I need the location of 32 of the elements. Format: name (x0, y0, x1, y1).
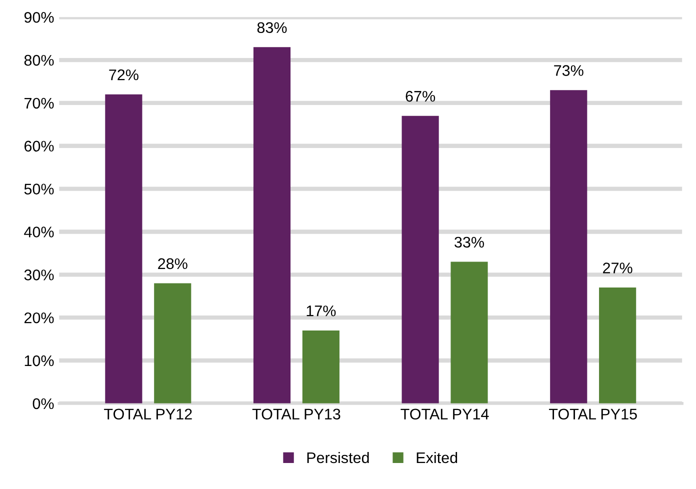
x-tick-label: TOTAL PY15 (548, 408, 637, 420)
bar (550, 90, 588, 404)
x-tick-label: TOTAL PY12 (104, 408, 192, 420)
bar (253, 47, 291, 404)
y-tick-label: 80% (24, 54, 54, 66)
data-label: 28% (158, 258, 188, 270)
y-tick-label: 40% (24, 226, 54, 238)
data-label: 83% (257, 22, 287, 34)
bar (450, 262, 488, 404)
y-tick-label: 60% (24, 140, 54, 152)
x-tick-label: TOTAL PY14 (400, 408, 489, 420)
legend-label: Persisted (307, 452, 369, 464)
y-tick-label: 70% (24, 98, 54, 109)
data-label: 27% (603, 262, 632, 274)
data-label: 67% (406, 90, 436, 102)
x-tick-label: TOTAL PY13 (252, 408, 340, 420)
y-tick-label: 20% (24, 312, 54, 324)
y-tick-label: 10% (24, 355, 54, 366)
bar (402, 116, 439, 404)
bar (599, 288, 636, 404)
y-tick-label: 30% (24, 270, 54, 280)
y-tick-label: 0% (32, 398, 54, 410)
y-tick-label: 50% (24, 184, 54, 194)
bar (105, 94, 142, 404)
data-label: 33% (454, 236, 484, 248)
y-tick-label: 90% (24, 12, 54, 23)
data-label: 72% (109, 69, 138, 80)
legend-label: Exited (416, 452, 458, 464)
data-label: 17% (306, 306, 336, 316)
bar (302, 330, 340, 404)
bar (154, 283, 192, 404)
data-label: 73% (554, 65, 584, 76)
